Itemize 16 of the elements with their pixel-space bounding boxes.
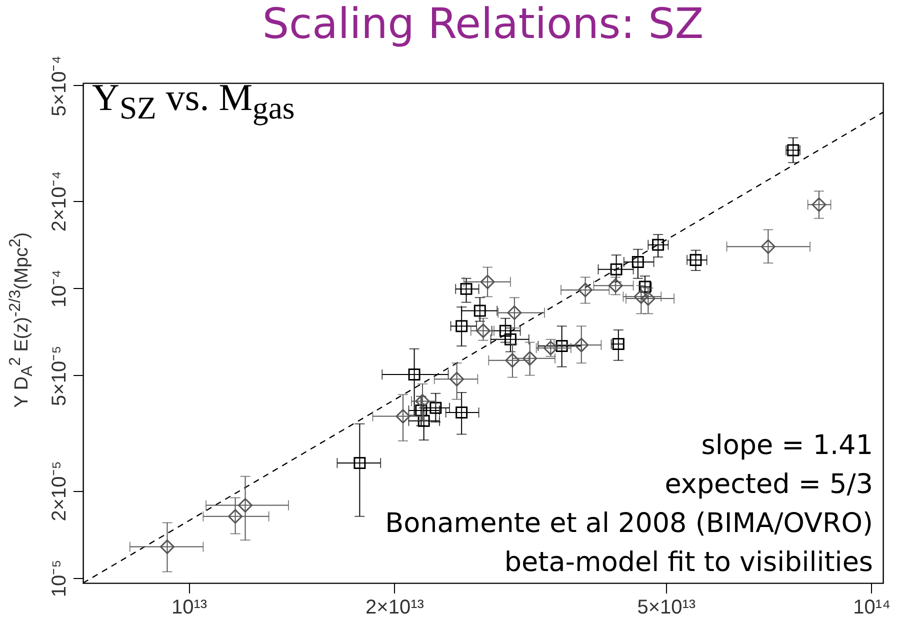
- annotation: Bonamente et al 2008 (BIMA/OVRO): [385, 508, 873, 539]
- x-tick-label: 10¹⁴: [853, 596, 891, 618]
- y-tick-label: 2×10⁻⁴: [48, 170, 70, 232]
- y-tick-label: 10⁻⁴: [48, 270, 70, 308]
- y-tick-label: 2×10⁻⁵: [48, 460, 70, 522]
- x-tick-label: 10¹³: [171, 596, 208, 618]
- annotation: Y$_{SZ}$ vs. M$_{gas}$: [92, 76, 295, 127]
- y-tick-label: 10⁻⁵: [48, 560, 70, 598]
- chart-title: Scaling Relations: SZ: [262, 0, 704, 48]
- y-tick-label: 5×10⁻⁴: [48, 56, 70, 116]
- y-tick-label: 5×10⁻⁵: [48, 346, 70, 406]
- x-tick-label: 5×10¹³: [637, 596, 696, 618]
- annotation: beta-model fit to visibilities: [504, 547, 873, 578]
- annotation: expected = 5/3: [664, 469, 873, 500]
- x-tick-label: 2×10¹³: [366, 596, 424, 618]
- annotation: slope = 1.41: [701, 430, 873, 461]
